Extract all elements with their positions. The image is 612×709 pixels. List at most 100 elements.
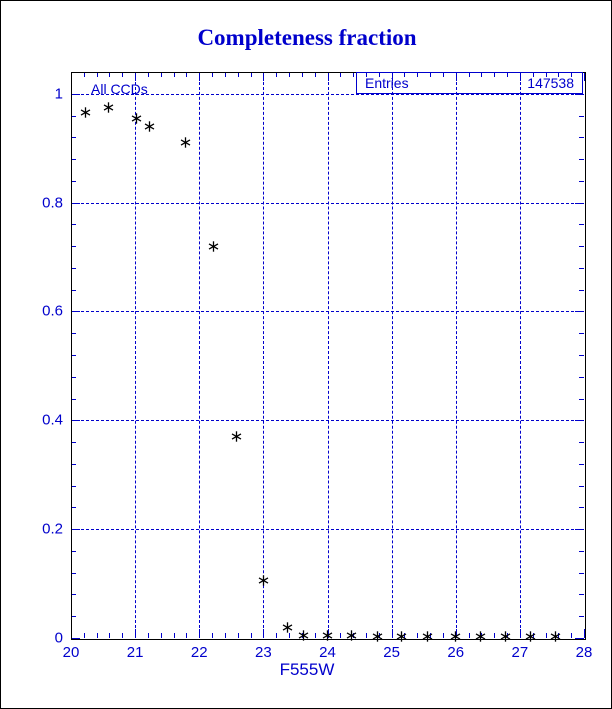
tick-minor-x [442,633,444,638]
tick-minor-y [71,224,76,226]
tick-minor-x [160,72,162,77]
tick-minor-x [378,72,380,77]
tick-major-x [263,72,265,81]
tick-minor-y [71,442,76,444]
tick-major-x [135,629,137,638]
tick-minor-x [353,72,355,77]
tick-minor-x [276,72,278,77]
x-tick-label: 26 [447,644,465,661]
x-axis-title: F555W [279,660,335,679]
tick-major-y [71,93,80,95]
tick-minor-x [417,633,419,638]
tick-minor-y [579,159,584,161]
tick-minor-x [173,633,175,638]
tick-minor-x [301,72,303,77]
y-tick-label: 0.2 [42,520,63,538]
page-title: Completeness fraction [197,25,417,50]
tick-minor-x [237,72,239,77]
tick-minor-x [160,633,162,638]
gridline-vertical [455,72,457,638]
tick-minor-x [494,72,496,77]
x-tick-label: 23 [255,644,272,661]
tick-minor-x [468,72,470,77]
tick-minor-y [71,616,76,618]
data-point-marker [103,102,114,113]
tick-minor-y [579,485,584,487]
tick-minor-y [71,267,76,269]
tick-minor-x [276,633,278,638]
tick-minor-x [109,72,111,77]
tick-minor-y [579,463,584,465]
tick-minor-x [314,72,316,77]
tick-minor-y [579,267,584,269]
gridline-horizontal [71,202,584,204]
tick-minor-x [122,72,124,77]
plot-frame [71,72,586,640]
tick-minor-x [545,633,547,638]
tick-minor-x [365,633,367,638]
tick-minor-x [430,633,432,638]
tick-major-y [71,420,80,422]
x-tick-label: 24 [319,644,336,661]
x-tick-label: 27 [511,644,529,661]
data-point-marker [525,631,536,643]
tick-major-x [199,72,201,81]
tick-minor-y [71,180,76,182]
tick-major-y [575,311,584,313]
tick-minor-x [481,72,483,77]
y-tick-label: 0 [54,629,63,647]
tick-major-x [584,629,585,638]
gridline-vertical [135,72,137,638]
tick-minor-y [71,246,76,248]
tick-minor-y [71,333,76,335]
tick-major-y [71,311,80,313]
tick-minor-x [224,633,226,638]
data-point-marker [131,113,142,124]
y-tick-label: 0.6 [42,302,63,320]
tick-major-y [71,529,80,531]
tick-major-y [71,638,80,639]
tick-minor-x [83,633,85,638]
tick-minor-y [579,376,584,378]
data-point-marker [144,121,155,132]
tick-minor-y [579,115,584,117]
all-ccds-annotation: All CCDs [91,81,148,97]
tick-minor-y [579,180,584,182]
tick-minor-y [579,355,584,356]
tick-minor-y [579,398,584,400]
data-point-marker [298,630,309,641]
tick-minor-y [71,289,76,291]
tick-minor-y [579,507,584,509]
tick-major-x [263,629,265,638]
tick-minor-x [404,72,406,77]
tick-minor-y [579,246,584,248]
tick-major-y [575,420,584,422]
tick-minor-x [250,633,252,638]
tick-major-x [199,629,201,638]
tick-major-x [455,72,457,81]
gridline-horizontal [71,529,584,531]
tick-minor-x [224,72,226,77]
tick-minor-y [579,137,584,139]
tick-minor-y [71,355,76,356]
gridline-vertical [263,72,265,638]
tick-minor-y [579,594,584,596]
x-tick-label: 25 [383,644,400,661]
tick-minor-x [147,633,149,638]
tick-minor-y [579,550,584,552]
tick-minor-x [237,633,239,638]
gridline-vertical [391,72,393,638]
tick-minor-x [96,633,98,638]
tick-minor-x [571,72,573,77]
gridline-vertical [519,72,521,638]
data-point-marker [450,631,461,643]
tick-minor-x [186,72,188,77]
tick-major-x [584,72,585,81]
tick-major-x [391,72,393,81]
data-point-marker [231,431,242,442]
tick-minor-x [558,72,560,77]
tick-major-x [135,72,137,81]
tick-minor-y [579,572,584,574]
tick-minor-x [532,72,534,77]
